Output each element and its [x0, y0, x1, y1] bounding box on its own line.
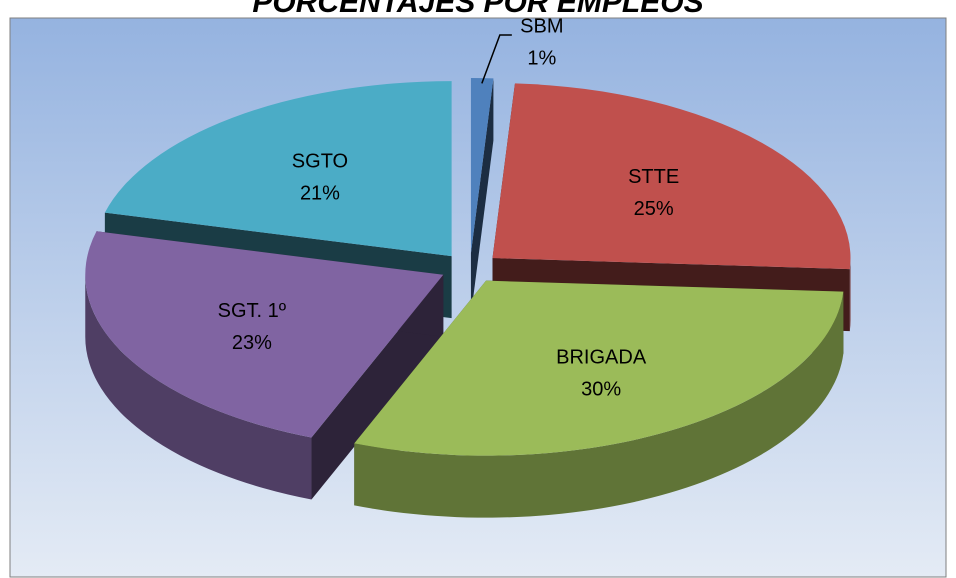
pie-slice — [470, 78, 494, 316]
pie-slice — [85, 231, 444, 500]
category-label: SBM — [520, 15, 563, 37]
category-label: SGTO — [292, 150, 348, 172]
category-label: SGT. 1º — [218, 300, 287, 322]
value-label: 30% — [581, 379, 621, 401]
slice-wall — [849, 258, 851, 332]
leader-line — [481, 34, 512, 84]
category-label: BRIGADA — [556, 347, 647, 369]
slice-side — [470, 78, 494, 316]
slice-top — [492, 83, 851, 270]
value-label: 1% — [527, 47, 556, 69]
value-label: 25% — [634, 198, 674, 220]
slice-wall — [354, 291, 844, 518]
value-label: 23% — [232, 332, 272, 354]
slice-top — [470, 78, 494, 254]
slice-top — [354, 280, 844, 456]
value-label: 21% — [300, 182, 340, 204]
chart-title: PORCENTAJES POR EMPLEOS — [252, 0, 703, 19]
slice-top — [104, 81, 452, 257]
slice-wall — [85, 274, 312, 500]
pie-slice — [354, 280, 844, 518]
slice-top — [85, 231, 444, 438]
category-label: STTE — [628, 166, 679, 188]
